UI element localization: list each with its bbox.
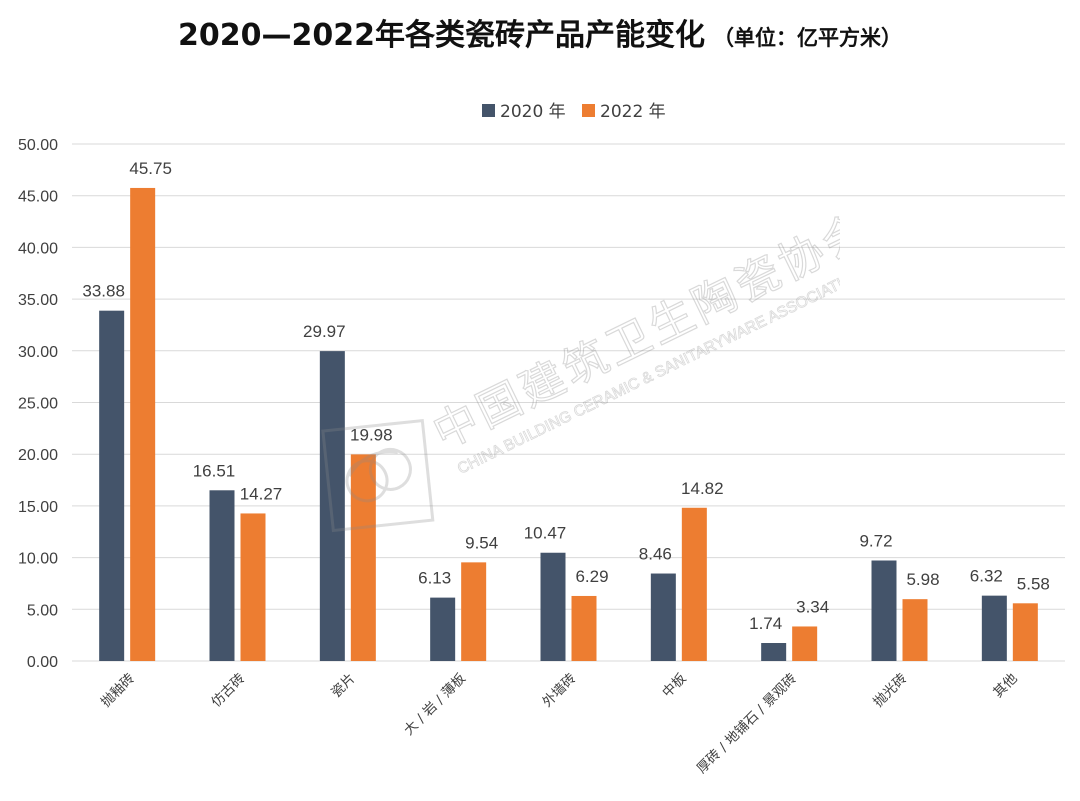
bar-s2022-6 [792,626,818,661]
y-tick-label: 40.00 [18,240,58,257]
y-tick-label: 35.00 [18,292,58,309]
x-tick-label: 抛光砖 [870,671,910,711]
bar-s2020-3 [430,597,456,661]
x-tick-label: 中板 [659,670,690,701]
y-axis: 0.00 5.00 10.00 15.00 20.00 25.00 30.00 35.00 40… [18,137,58,671]
x-tick-label: 抛釉砖 [98,671,138,711]
gridlines [72,143,1065,662]
data-label: 8.46 [639,545,672,564]
chart-unit-label: （单位：亿平方米） [713,26,902,50]
x-axis: 抛釉砖 仿古砖 瓷片 大 / 岩 / 薄板 外墙砖 中板 厚砖 / 地铺石 / 景观砖 抛光砖… [98,670,1021,777]
y-tick-label: 45.00 [18,189,58,206]
data-label: 19.98 [350,425,393,444]
legend: 2020 年 2022 年 [482,102,666,122]
y-tick-label: 50.00 [18,137,58,154]
data-label: 9.54 [465,533,498,552]
data-label: 3.34 [796,597,829,616]
data-label: 6.13 [418,569,451,588]
x-tick-label: 瓷片 [328,671,358,701]
bar-s2020-5 [650,573,676,661]
data-label: 9.72 [859,531,892,550]
bar-s2022-1 [240,513,266,661]
bar-s2022-2 [350,454,376,661]
legend-label: 2022 年 [600,102,666,122]
legend-label: 2020 年 [500,102,566,122]
x-tick-label: 大 / 岩 / 薄板 [401,670,469,738]
x-tick-label: 其他 [990,671,1020,701]
data-label: 10.47 [524,524,567,543]
y-tick-label: 20.00 [18,447,58,464]
data-label: 1.74 [749,614,782,633]
bar-s2022-7 [902,599,928,661]
chart-title: 2020—2022年各类瓷砖产品产能变化 （单位：亿平方米） [0,10,1080,54]
data-label: 6.32 [970,567,1003,586]
bar-s2022-8 [1012,603,1038,661]
data-label: 14.82 [681,479,724,498]
data-label: 29.97 [303,322,346,341]
bar-s2020-4 [540,552,566,661]
y-tick-label: 5.00 [27,602,58,619]
y-tick-label: 15.00 [18,499,58,516]
chart-title-text: 2020—2022年各类瓷砖产品产能变化 [178,18,705,53]
legend-swatch [482,104,495,117]
bar-s2022-3 [461,562,487,661]
bar-s2020-8 [981,595,1007,661]
data-label: 5.58 [1017,574,1050,593]
x-tick-label: 厚砖 / 地铺石 / 景观砖 [694,671,800,777]
legend-swatch [582,104,595,117]
data-label: 5.98 [906,570,939,589]
data-label: 16.51 [193,461,236,480]
bar-s2020-6 [761,643,787,661]
bars [99,187,1038,661]
y-tick-label: 10.00 [18,551,58,568]
y-tick-label: 0.00 [27,654,58,671]
bar-s2022-0 [130,187,156,661]
bar-s2020-0 [99,310,125,661]
y-tick-label: 30.00 [18,344,58,361]
x-tick-label: 仿古砖 [208,671,248,711]
data-label: 45.75 [129,159,172,178]
data-label: 33.88 [82,282,125,301]
bar-s2022-4 [571,595,597,661]
bar-s2020-7 [871,560,897,661]
bar-s2022-5 [681,507,707,661]
data-label: 6.29 [575,567,608,586]
bar-s2020-2 [319,351,345,661]
bar-s2020-1 [209,490,235,661]
data-label: 14.27 [240,484,283,503]
y-tick-label: 25.00 [18,396,58,413]
x-tick-label: 外墙砖 [539,671,579,711]
